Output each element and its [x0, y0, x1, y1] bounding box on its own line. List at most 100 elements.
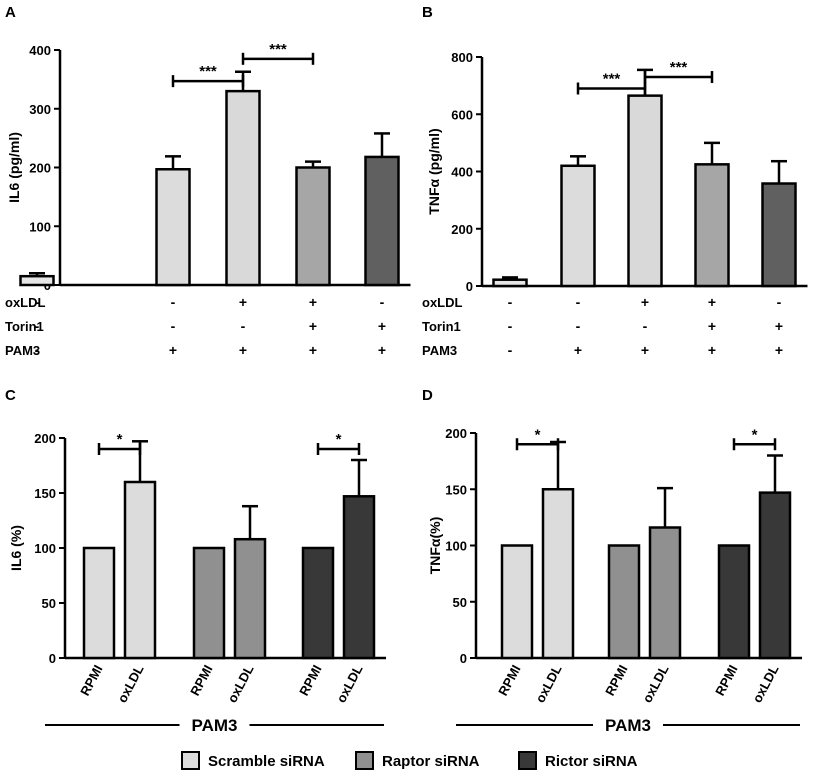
y-tick-label: 100: [445, 539, 467, 554]
condition-sign: +: [239, 342, 247, 358]
significance-label: *: [752, 426, 758, 443]
condition-sign: -: [35, 318, 40, 334]
condition-label: oxLDL: [422, 295, 463, 310]
bar: [225, 89, 261, 287]
x-category-label: RPMI: [495, 662, 524, 698]
condition-sign: +: [708, 294, 716, 310]
y-tick-label: 0: [466, 279, 473, 294]
bar: [492, 278, 528, 288]
legend-swatch: [518, 751, 537, 770]
bar: [19, 274, 55, 287]
condition-sign: +: [239, 294, 247, 310]
bar: [155, 168, 191, 287]
y-tick-label: 200: [34, 431, 56, 446]
condition-sign: +: [378, 318, 386, 334]
significance-label: ***: [199, 63, 217, 80]
condition-sign: -: [576, 318, 581, 334]
bar: [541, 488, 575, 660]
y-tick-label: 50: [42, 596, 56, 611]
condition-sign: +: [708, 318, 716, 334]
bar: [82, 546, 116, 660]
bar: [717, 544, 751, 660]
condition-sign: -: [35, 342, 40, 358]
bar: [500, 544, 534, 660]
legend-label: Rictor siRNA: [545, 753, 638, 770]
y-tick-label: 200: [451, 222, 473, 237]
bar: [758, 491, 792, 660]
condition-sign: +: [708, 342, 716, 358]
condition-sign: +: [641, 294, 649, 310]
condition-sign: -: [576, 294, 581, 310]
condition-sign: +: [309, 342, 317, 358]
y-tick-label: 50: [453, 595, 467, 610]
bar: [694, 163, 730, 288]
y-axis-title: TNFα (pg/ml): [426, 128, 442, 214]
condition-sign: +: [309, 294, 317, 310]
x-category-label: oxLDL: [224, 662, 256, 705]
y-tick-label: 200: [445, 426, 467, 441]
x-category-label: oxLDL: [114, 662, 146, 705]
y-tick-label: 100: [34, 541, 56, 556]
condition-sign: -: [171, 294, 176, 310]
condition-sign: +: [378, 342, 386, 358]
condition-sign: +: [775, 342, 783, 358]
x-category-label: oxLDL: [749, 662, 781, 705]
significance-label: ***: [269, 41, 287, 58]
condition-sign: -: [777, 294, 782, 310]
bar: [295, 166, 331, 287]
y-tick-label: 400: [451, 165, 473, 180]
legend-swatch: [355, 751, 374, 770]
group-label: PAM3: [605, 716, 651, 735]
x-category-label: RPMI: [712, 662, 741, 698]
bar: [233, 537, 267, 660]
condition-sign: -: [171, 318, 176, 334]
condition-sign: -: [508, 318, 513, 334]
condition-sign: +: [309, 318, 317, 334]
y-tick-label: 150: [34, 486, 56, 501]
condition-label: PAM3: [5, 343, 40, 358]
x-category-label: RPMI: [77, 662, 106, 698]
condition-sign: -: [508, 342, 513, 358]
legend-label: Scramble siRNA: [208, 753, 325, 770]
legend-swatch: [181, 751, 200, 770]
significance-label: *: [336, 431, 342, 448]
panel-letter: D: [422, 387, 433, 404]
y-tick-label: 800: [451, 50, 473, 65]
bar: [627, 94, 663, 288]
significance-label: *: [117, 431, 123, 448]
x-category-label: RPMI: [187, 662, 216, 698]
x-category-label: oxLDL: [532, 662, 564, 705]
condition-sign: -: [35, 294, 40, 310]
condition-sign: -: [241, 318, 246, 334]
condition-sign: +: [169, 342, 177, 358]
y-tick-label: 600: [451, 107, 473, 122]
y-tick-label: 150: [445, 482, 467, 497]
condition-label: oxLDL: [5, 295, 46, 310]
y-axis-title: IL6 (%): [8, 525, 24, 571]
panel-letter: A: [5, 4, 16, 21]
significance-label: ***: [670, 59, 688, 76]
panel-letter: C: [5, 387, 16, 404]
legend-label: Raptor siRNA: [382, 753, 480, 770]
condition-label: PAM3: [422, 343, 457, 358]
condition-label: Torin1: [422, 319, 461, 334]
bar: [560, 164, 596, 288]
panel-letter: B: [422, 4, 433, 21]
bar: [192, 546, 226, 660]
y-tick-label: 100: [29, 219, 51, 234]
y-axis-title: IL6 (pg/ml): [6, 132, 22, 203]
condition-sign: -: [643, 318, 648, 334]
bar: [761, 182, 797, 288]
y-axis-title: TNFα(%): [427, 517, 443, 575]
condition-sign: -: [508, 294, 513, 310]
group-label: PAM3: [192, 716, 238, 735]
bar: [301, 546, 335, 660]
condition-sign: +: [574, 342, 582, 358]
bar: [123, 480, 157, 660]
significance-label: ***: [603, 70, 621, 87]
y-tick-label: 300: [29, 102, 51, 117]
bar: [648, 526, 682, 660]
y-tick-label: 200: [29, 161, 51, 176]
x-category-label: RPMI: [296, 662, 325, 698]
